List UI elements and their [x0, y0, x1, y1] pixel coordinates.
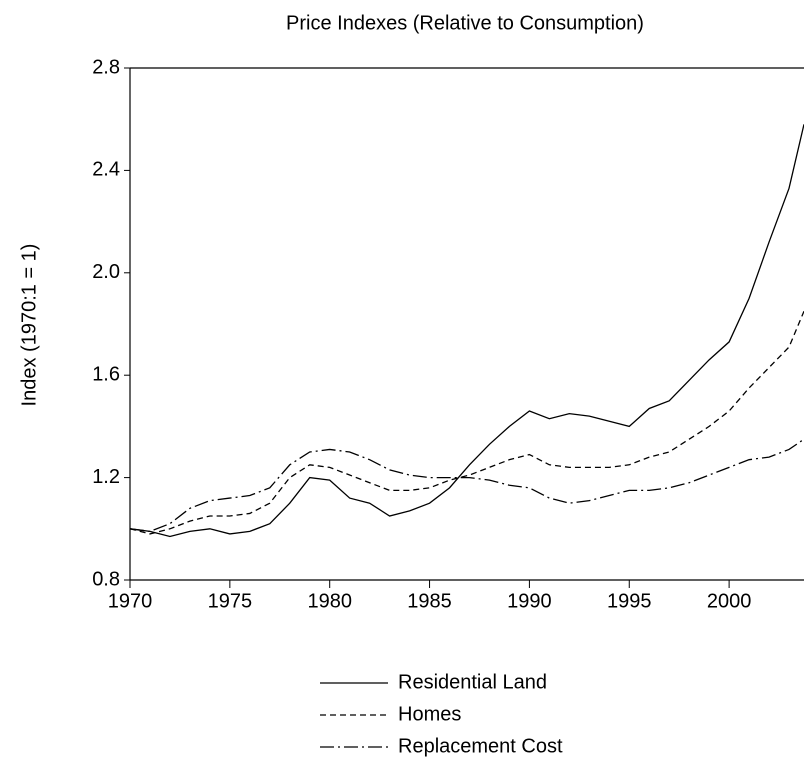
y-tick-label: 0.8 — [92, 568, 120, 590]
y-tick-label: 2.4 — [92, 159, 120, 181]
y-axis-label: Index (1970:1 = 1) — [18, 244, 40, 407]
chart-title: Price Indexes (Relative to Consumption) — [286, 12, 644, 34]
legend-label: Residential Land — [398, 671, 547, 693]
legend-label: Homes — [398, 703, 461, 725]
x-tick-label: 2000 — [707, 590, 752, 612]
y-tick-label: 1.2 — [92, 466, 120, 488]
x-tick-label: 1980 — [307, 590, 352, 612]
x-tick-label: 1990 — [507, 590, 552, 612]
x-tick-label: 1970 — [108, 590, 153, 612]
legend-label: Replacement Cost — [398, 735, 563, 757]
series-line — [129, 124, 804, 538]
y-tick-label: 2.8 — [92, 56, 120, 78]
y-tick-label: 2.0 — [92, 261, 120, 283]
x-tick-label: 1995 — [607, 590, 652, 612]
series-line — [129, 310, 804, 535]
y-tick-label: 1.6 — [92, 363, 120, 385]
series-line — [129, 438, 804, 533]
x-tick-label: 1985 — [407, 590, 452, 612]
x-tick-label: 1975 — [208, 590, 253, 612]
